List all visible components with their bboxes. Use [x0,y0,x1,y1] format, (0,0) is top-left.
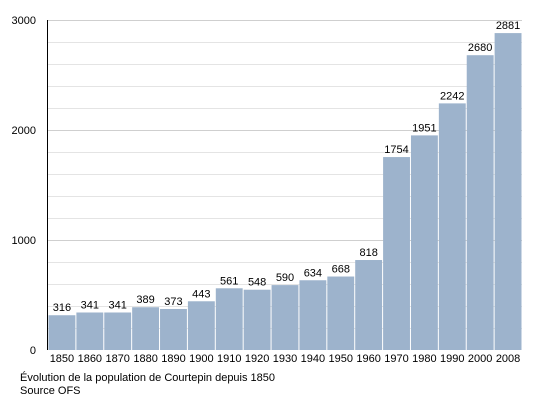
y-tick-label: 0 [30,345,36,357]
bar-2008 [494,33,522,351]
x-tick-label: 1910 [217,353,241,365]
chart-source: Source OFS [20,385,81,397]
bar-1870 [104,312,132,350]
bar-1890 [160,308,187,350]
x-tick-label: 1990 [440,353,464,365]
x-tick-label: 1870 [105,353,129,365]
x-tick-labels: 1850 1860 1870 1880 1890 1900 1910 1920 1930 1940… [50,353,521,365]
bar-value-label: 668 [332,264,350,276]
bar-value-label: 818 [359,247,377,259]
bar-value-label: 634 [304,267,322,279]
bar-1950 [327,276,355,350]
bar-value-label: 373 [164,296,182,308]
x-tick-label: 1950 [329,353,353,365]
bar-1940 [299,280,327,350]
x-tick-label: 2000 [468,353,492,365]
chart-caption: Évolution de la population de Courtepin … [20,372,276,384]
y-tick-label: 2000 [12,125,36,137]
bar-1930 [271,285,299,350]
x-tick-label: 1970 [384,353,408,365]
bar-value-label: 316 [53,302,71,314]
x-tick-label: 1940 [301,353,325,365]
x-tick-label: 1960 [356,353,380,365]
x-tick-label: 1930 [273,353,297,365]
bar-1990 [438,103,466,350]
bars [48,33,522,351]
x-tick-label: 1850 [50,353,74,365]
bar-value-label: 443 [192,288,210,300]
x-tick-label: 1980 [412,353,436,365]
bar-value-label: 1754 [384,144,408,156]
bar-value-label: 2881 [496,20,520,32]
bar-1850 [48,315,76,350]
bar-value-label: 389 [136,294,154,306]
x-tick-label: 1920 [245,353,269,365]
bar-value-label: 2242 [440,90,464,102]
bar-1900 [187,301,215,350]
bar-2000 [466,55,494,350]
bar-value-labels: 316 341 341 389 373 443 561 548 590 634 668 818 1754… [53,20,521,314]
gridlines [48,20,522,329]
x-tick-label: 1900 [189,353,213,365]
bar-value-label: 590 [276,272,294,284]
x-tick-label: 1890 [161,353,185,365]
y-tick-labels: 0 1000 2000 3000 [12,15,36,357]
y-tick-label: 1000 [12,235,36,247]
bar-1980 [410,135,438,350]
bar-1960 [355,260,383,350]
bar-value-label: 561 [220,275,238,287]
bar-value-label: 2680 [468,42,492,54]
bar-1910 [215,288,243,350]
bar-value-label: 548 [248,277,266,289]
x-tick-label: 2008 [496,353,520,365]
bar-1860 [76,312,104,350]
x-tick-label: 1860 [78,353,102,365]
bar-1920 [243,289,271,350]
bar-value-label: 341 [109,299,127,311]
bar-1880 [132,307,160,350]
x-tick-label: 1880 [133,353,157,365]
bar-1970 [383,157,410,350]
bar-value-label: 1951 [412,122,436,134]
bar-value-label: 341 [81,299,99,311]
y-tick-label: 3000 [12,15,36,27]
